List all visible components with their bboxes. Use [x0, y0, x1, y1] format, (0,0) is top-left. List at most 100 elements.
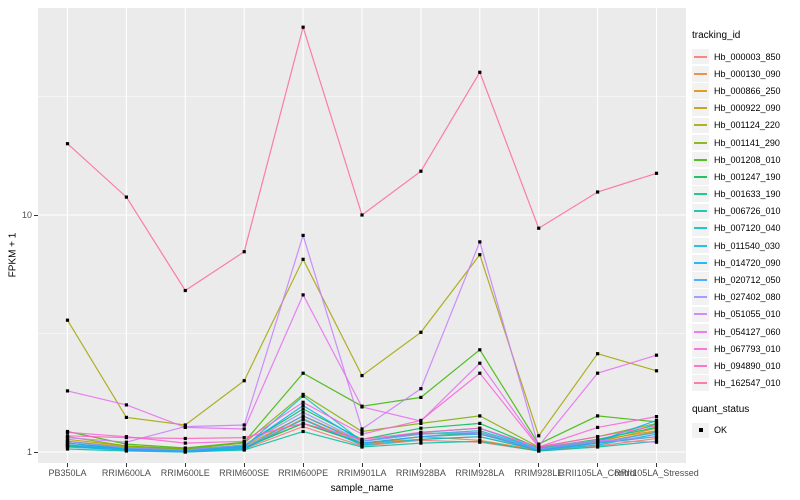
x-tick-mark: [243, 463, 245, 467]
legend-item-label: Hb_006726_010: [714, 206, 781, 217]
legend-item-Hb_000130_090: Hb_000130_090: [692, 65, 798, 82]
y-axis-title: FPKM + 1: [7, 232, 19, 278]
data-point: [301, 418, 305, 422]
data-point: [537, 226, 541, 230]
data-point: [654, 435, 659, 439]
data-point: [242, 427, 246, 431]
data-point: [419, 430, 423, 434]
data-point: [360, 213, 364, 217]
legend-key-swatch: [692, 358, 709, 374]
data-point: [301, 25, 305, 29]
data-point: [301, 400, 305, 404]
data-point: [301, 371, 305, 375]
x-tick-label-RRII105LA_Control: RRII105LA_Control: [558, 468, 637, 478]
x-tick-label-RRIM901LA: RRIM901LA: [337, 468, 387, 478]
data-point: [596, 425, 600, 429]
legend-key-line-icon: [694, 89, 707, 92]
data-point: [360, 437, 364, 441]
legend-key-swatch: [692, 134, 709, 151]
legend-item-Hb_001141_290: Hb_001141_290: [692, 134, 798, 151]
legend-key-swatch: [692, 341, 709, 357]
data-point: [242, 443, 246, 447]
data-point: [478, 439, 482, 443]
data-point: [124, 440, 128, 444]
data-point: [478, 426, 482, 430]
data-point: [242, 436, 246, 440]
legend-quant-status: quant_status OK: [692, 404, 798, 439]
data-point: [65, 430, 70, 434]
legend-key-swatch: [692, 289, 709, 305]
legend-item-label: Hb_094890_010: [714, 360, 781, 371]
data-point: [242, 446, 246, 450]
data-point: [301, 404, 305, 408]
data-point: [65, 318, 70, 322]
legend-item-Hb_014720_090: Hb_014720_090: [692, 254, 798, 271]
legend-key-line-icon: [694, 244, 707, 247]
legend-item-label: Hb_067793_010: [714, 343, 781, 354]
data-point: [596, 438, 600, 442]
data-point: [537, 445, 541, 449]
data-point: [654, 424, 659, 428]
data-point: [419, 421, 423, 425]
legend-item-Hb_067793_010: Hb_067793_010: [692, 340, 798, 357]
y-tick-mark: [34, 451, 38, 453]
data-point: [183, 425, 187, 429]
data-point: [183, 441, 187, 445]
legend-item-Hb_000003_850: Hb_000003_850: [692, 48, 798, 65]
legend-key-swatch: [692, 306, 709, 323]
legend-item-quant-OK: OK: [692, 422, 798, 439]
legend-key-swatch: [692, 203, 709, 220]
legend-key-line-icon: [694, 279, 707, 282]
legend-item-label: Hb_000866_250: [714, 85, 781, 96]
y-tick-label: 1: [26, 447, 32, 457]
legend-item-label: Hb_001124_220: [714, 120, 780, 131]
data-point: [478, 414, 482, 418]
data-point: [419, 387, 423, 391]
data-point: [124, 446, 128, 450]
legend-item-Hb_020712_050: Hb_020712_050: [692, 271, 798, 288]
data-point: [537, 442, 541, 446]
data-point: [596, 371, 600, 375]
data-point: [654, 429, 659, 433]
legend-key-swatch: [692, 151, 709, 168]
legend-key-line-icon: [694, 347, 707, 350]
data-point: [242, 250, 246, 254]
x-tick-label-RRIM600SE: RRIM600SE: [219, 468, 270, 478]
data-point: [419, 395, 423, 399]
x-tick-mark: [420, 463, 422, 467]
legend-item-Hb_001208_010: Hb_001208_010: [692, 151, 798, 168]
data-point: [360, 432, 364, 436]
data-point: [537, 447, 541, 451]
data-point: [478, 432, 482, 436]
x-tick-mark: [538, 463, 540, 467]
data-point: [360, 443, 364, 447]
data-point: [301, 394, 305, 398]
legend-tracking-rows: Hb_000003_850 Hb_000130_090 Hb_000866_250 H…: [692, 48, 798, 392]
data-point: [65, 436, 70, 440]
legend-key-line-icon: [694, 313, 707, 316]
data-point: [65, 447, 70, 451]
legend-key-swatch: [692, 169, 709, 185]
data-point: [419, 441, 423, 445]
legend-item-Hb_001633_190: Hb_001633_190: [692, 186, 798, 203]
legend-item-label: Hb_001141_290: [714, 137, 780, 148]
data-point: [360, 427, 364, 431]
legend-key-line-icon: [694, 382, 707, 385]
y-tick-mark: [34, 214, 38, 216]
data-point: [596, 443, 600, 447]
data-point: [301, 421, 305, 425]
legend-item-Hb_162547_010: Hb_162547_010: [692, 375, 798, 392]
data-point: [360, 405, 364, 409]
legend-item-label: Hb_051055_010: [714, 309, 781, 320]
data-point: [478, 421, 482, 425]
data-point: [419, 437, 423, 441]
legend-key-swatch: [692, 422, 709, 439]
data-point: [242, 379, 246, 383]
data-point: [419, 330, 423, 334]
data-point: [183, 448, 187, 452]
legend-item-label: Hb_011540_030: [714, 240, 780, 251]
data-point: [301, 429, 305, 434]
legend-key-line-icon: [694, 227, 707, 230]
data-point: [301, 425, 305, 429]
